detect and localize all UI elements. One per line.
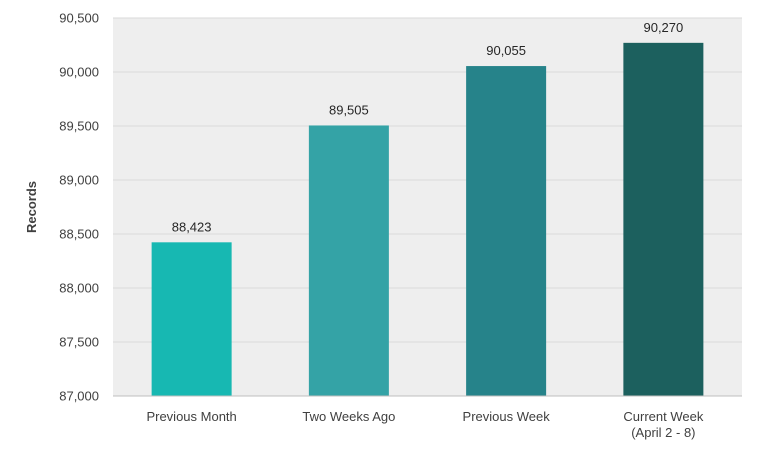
bar [466,66,547,396]
y-tick-label: 87,000 [59,389,99,404]
bars [151,42,704,397]
x-axis-labels: Previous Month Two Weeks Ago Previous Week… [146,409,703,440]
y-tick-label: 88,000 [59,281,99,296]
bar [623,42,704,397]
data-label: 90,055 [486,43,526,58]
data-labels: 88,423 89,505 90,055 90,270 [172,20,684,234]
data-label: 89,505 [329,102,369,117]
y-tick-label: 90,000 [59,65,99,80]
y-axis-ticks: 87,000 87,500 88,000 88,500 89,000 89,500 90,0… [59,11,99,404]
x-category-label: Current Week (April 2 - 8) [623,409,703,440]
y-tick-label: 89,500 [59,119,99,134]
x-category-label: Previous Month [146,409,236,424]
y-tick-label: 89,000 [59,173,99,188]
y-tick-label: 87,500 [59,335,99,350]
data-label: 90,270 [643,20,683,35]
bar [308,125,389,397]
x-category-label: Two Weeks Ago [302,409,395,424]
y-tick-label: 90,500 [59,11,99,26]
x-category-label: Previous Week [463,409,551,424]
data-label: 88,423 [172,219,212,234]
y-tick-label: 88,500 [59,227,99,242]
y-axis-title: Records [24,181,39,233]
bar [151,242,232,396]
